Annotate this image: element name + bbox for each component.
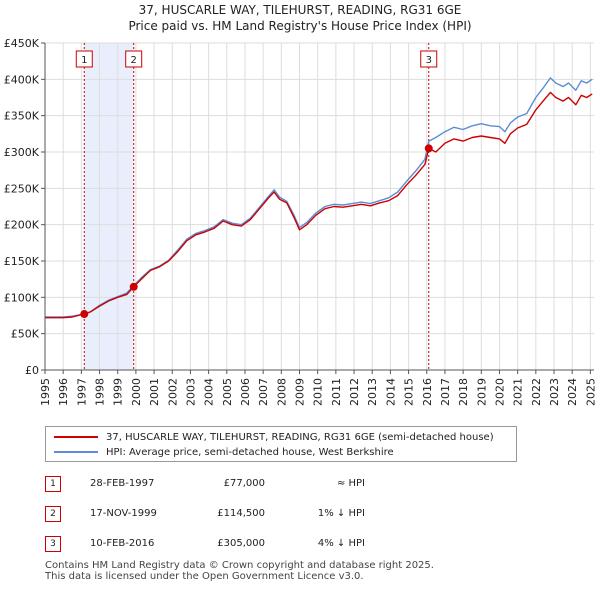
footer: Contains HM Land Registry data © Crown c… xyxy=(45,560,434,582)
x-tick-label: 2009 xyxy=(294,378,307,406)
sale-hpi-comparison: 1% ↓ HPI xyxy=(317,508,365,519)
y-tick-label: £400K xyxy=(4,73,40,86)
sale-point xyxy=(80,310,89,319)
table-row: 1 28-FEB-1997 £77,000 ≈ HPI xyxy=(45,476,465,492)
sale-date: 28-FEB-1997 xyxy=(90,478,155,489)
x-tick-label: 1999 xyxy=(112,378,125,406)
x-tick-label: 2011 xyxy=(330,378,343,406)
legend-label-hpi: HPI: Average price, semi-detached house,… xyxy=(106,446,394,458)
shaded-range xyxy=(84,43,134,370)
plot-background xyxy=(45,43,594,370)
table-row: 3 10-FEB-2016 £305,000 4% ↓ HPI xyxy=(45,536,465,552)
sale-hpi-comparison: 4% ↓ HPI xyxy=(317,538,365,549)
x-tick-label: 2000 xyxy=(130,378,143,406)
y-tick-label: £100K xyxy=(4,291,40,304)
axis-layer: £0 £50K £100K £150K £200K £250K £300K £350K £400… xyxy=(4,37,598,406)
x-tick-label: 2015 xyxy=(403,378,416,406)
y-tick-label: £450K xyxy=(4,37,40,50)
sale-point xyxy=(424,144,433,153)
x-tick-label: 2025 xyxy=(584,378,597,406)
legend-item-property: 37, HUSCARLE WAY, TILEHURST, READING, RG… xyxy=(54,430,494,444)
x-tick-label: 2005 xyxy=(221,378,234,406)
x-tick-label: 2013 xyxy=(366,378,379,406)
x-tick-label: 1998 xyxy=(94,378,107,406)
x-tick-label: 2010 xyxy=(312,378,325,406)
x-tick-label: 2002 xyxy=(166,378,179,406)
chart-title: 37, HUSCARLE WAY, TILEHURST, READING, RG… xyxy=(139,3,462,17)
x-tick-label: 2017 xyxy=(439,378,452,406)
shaded-range-layer xyxy=(84,43,134,370)
x-tick-label: 1997 xyxy=(75,378,88,406)
sale-marker-label: 3 xyxy=(426,55,432,66)
x-tick-label: 1995 xyxy=(39,378,52,406)
chart-subtitle: Price paid vs. HM Land Registry's House … xyxy=(128,19,471,33)
x-tick-label: 2024 xyxy=(566,378,579,406)
x-tick-label: 2006 xyxy=(239,378,252,406)
price-chart: 37, HUSCARLE WAY, TILEHURST, READING, RG… xyxy=(4,3,598,406)
y-tick-label: £150K xyxy=(4,255,40,268)
x-tick-label: 2018 xyxy=(457,378,470,406)
sale-point xyxy=(129,282,138,291)
sale-price: £77,000 xyxy=(223,478,265,489)
y-tick-label: £200K xyxy=(4,219,40,232)
x-tick-label: 2004 xyxy=(203,378,216,406)
legend-swatch-property xyxy=(54,436,98,438)
footer-licence: This data is licensed under the Open Gov… xyxy=(45,571,364,582)
x-tick-label: 2023 xyxy=(548,378,561,406)
sale-marker-box xyxy=(75,50,93,68)
y-tick-label: £300K xyxy=(4,146,40,159)
x-tick-label: 2019 xyxy=(475,378,488,406)
sale-marker-box xyxy=(420,50,438,68)
series-layer xyxy=(45,77,593,319)
sale-date: 17-NOV-1999 xyxy=(90,508,157,519)
x-tick-label: 2014 xyxy=(384,378,397,406)
y-tick-label: £0 xyxy=(25,364,39,377)
sale-marker-lines: 1 2 3 xyxy=(75,43,438,370)
sale-points xyxy=(80,144,433,319)
legend-label-property: 37, HUSCARLE WAY, TILEHURST, READING, RG… xyxy=(106,431,494,443)
legend-item-hpi: HPI: Average price, semi-detached house,… xyxy=(54,445,394,459)
plot-area xyxy=(45,43,594,370)
legend: 37, HUSCARLE WAY, TILEHURST, READING, RG… xyxy=(45,426,517,462)
x-tick-label: 2007 xyxy=(257,378,270,406)
sale-marker-box xyxy=(125,50,143,68)
sale-number-badge: 1 xyxy=(45,476,61,492)
series-line xyxy=(45,91,593,319)
sale-marker-label: 1 xyxy=(81,55,87,66)
sale-number-badge: 2 xyxy=(45,506,61,522)
x-tick-label: 2012 xyxy=(348,378,361,406)
sale-hpi-comparison: ≈ HPI xyxy=(336,478,365,489)
x-tick-label: 2008 xyxy=(275,378,288,406)
x-tick-label: 2021 xyxy=(512,378,525,406)
x-tick-label: 2022 xyxy=(530,378,543,406)
sale-date: 10-FEB-2016 xyxy=(90,538,155,549)
x-tick-label: 2001 xyxy=(148,378,161,406)
y-tick-label: £50K xyxy=(11,328,40,341)
sale-marker-label: 2 xyxy=(131,55,137,66)
y-tick-label: £250K xyxy=(4,182,40,195)
sale-price: £305,000 xyxy=(217,538,265,549)
sale-number-badge: 3 xyxy=(45,536,61,552)
x-tick-label: 2020 xyxy=(493,378,506,406)
legend-swatch-hpi xyxy=(54,451,98,453)
footer-copyright: Contains HM Land Registry data © Crown c… xyxy=(45,560,434,571)
x-tick-label: 2016 xyxy=(421,378,434,406)
x-tick-label: 2003 xyxy=(184,378,197,406)
sale-price: £114,500 xyxy=(217,508,265,519)
x-tick-label: 1996 xyxy=(57,378,70,406)
y-tick-label: £350K xyxy=(4,110,40,123)
table-row: 2 17-NOV-1999 £114,500 1% ↓ HPI xyxy=(45,506,465,522)
